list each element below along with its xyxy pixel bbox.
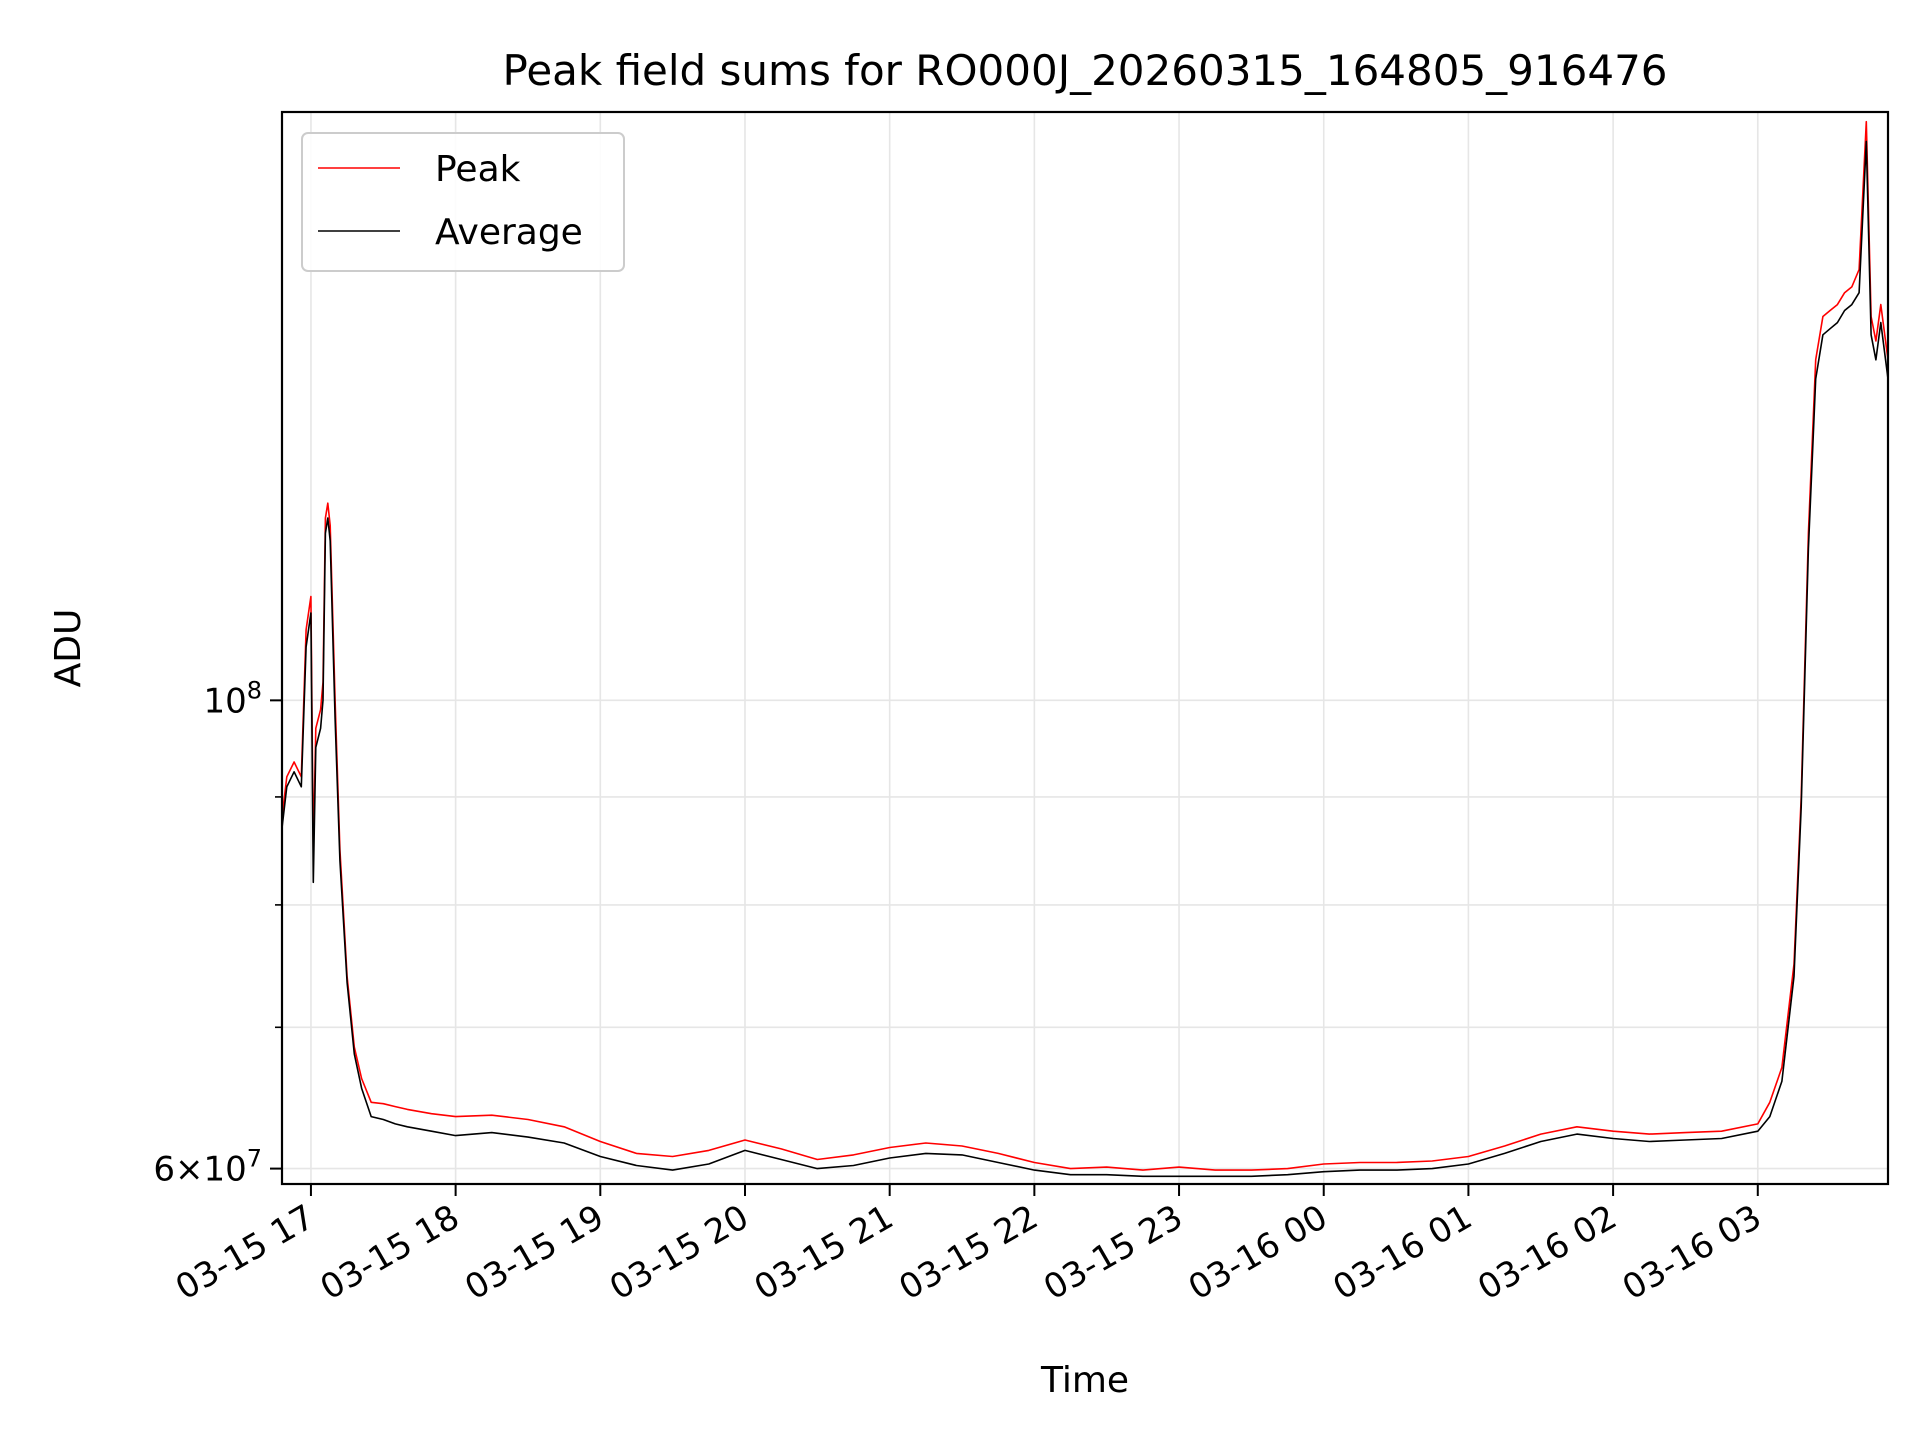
y-axis-ticks: 108 6×107 xyxy=(153,676,282,1190)
x-axis-label: Time xyxy=(1040,1360,1129,1401)
grid xyxy=(282,112,1888,1184)
series-line-average xyxy=(281,140,1889,1178)
legend-peak-label: Peak xyxy=(435,149,521,190)
legend: Peak Average xyxy=(301,132,625,272)
y-tick-label: 108 xyxy=(203,676,262,721)
legend-average-label: Average xyxy=(435,212,583,253)
y-tick-label: 6×107 xyxy=(153,1145,262,1190)
plot-frame xyxy=(280,110,1890,1186)
chart-title: Peak field sums for RO000J_20260315_1648… xyxy=(502,46,1667,95)
y-axis-label: ADU xyxy=(48,609,89,688)
series-lines xyxy=(281,120,1889,1178)
